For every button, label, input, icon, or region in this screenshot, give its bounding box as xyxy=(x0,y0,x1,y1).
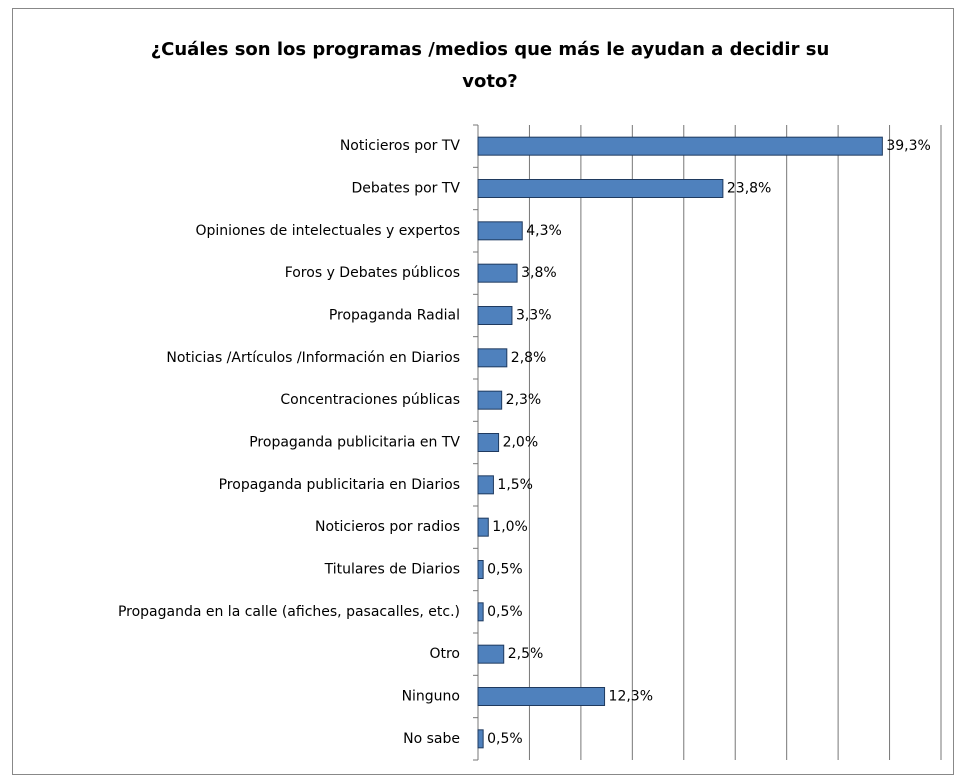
data-label: 39,3% xyxy=(886,138,930,154)
data-label: 12,3% xyxy=(609,689,653,705)
category-label: Concentraciones públicas xyxy=(280,392,460,408)
data-label: 3,8% xyxy=(521,265,557,281)
bar xyxy=(477,348,508,368)
bar xyxy=(477,179,724,198)
bar xyxy=(477,390,503,410)
data-label: 2,5% xyxy=(508,646,544,662)
bar xyxy=(477,475,494,495)
title-line: ¿Cuáles son los programas /medios que má… xyxy=(151,39,830,60)
category-label: Propaganda publicitaria en TV xyxy=(249,435,460,451)
data-label: 3,3% xyxy=(516,308,552,324)
data-label: 4,3% xyxy=(526,223,562,239)
bar xyxy=(477,644,505,664)
category-label: Foros y Debates públicos xyxy=(285,265,460,281)
bar xyxy=(477,729,484,749)
bar xyxy=(477,602,484,622)
data-label: 2,3% xyxy=(506,392,542,408)
data-label: 1,0% xyxy=(492,519,528,535)
category-label: Debates por TV xyxy=(352,181,461,197)
category-label: Propaganda en la calle (afiches, pasacal… xyxy=(118,604,460,620)
bar xyxy=(477,560,484,579)
title-line: voto? xyxy=(462,71,518,92)
category-label: Propaganda publicitaria en Diarios xyxy=(219,477,460,493)
category-label: Titulares de Diarios xyxy=(324,562,460,578)
data-label: 0,5% xyxy=(487,731,523,747)
bar xyxy=(477,221,523,241)
category-label: Noticieros por TV xyxy=(340,138,461,154)
category-label: Propaganda Radial xyxy=(329,308,460,324)
category-label: Opiniones de intelectuales y expertos xyxy=(195,223,460,239)
bar xyxy=(477,306,513,325)
category-label: No sabe xyxy=(403,731,460,747)
chart-title: ¿Cuáles son los programas /medios que má… xyxy=(151,39,830,92)
category-label: Noticias /Artículos /Información en Diar… xyxy=(166,350,460,366)
data-label: 2,8% xyxy=(511,350,547,366)
data-label: 0,5% xyxy=(487,562,523,578)
data-label: 0,5% xyxy=(487,604,523,620)
category-label: Otro xyxy=(429,646,460,662)
category-label: Ninguno xyxy=(402,689,460,705)
bar xyxy=(477,517,489,537)
bar xyxy=(477,136,883,156)
data-label: 23,8% xyxy=(727,181,771,197)
data-label: 2,0% xyxy=(503,435,539,451)
bar xyxy=(477,433,500,452)
bar xyxy=(477,687,606,706)
category-label: Noticieros por radios xyxy=(315,519,460,535)
bar xyxy=(477,263,518,283)
data-label: 1,5% xyxy=(497,477,533,493)
